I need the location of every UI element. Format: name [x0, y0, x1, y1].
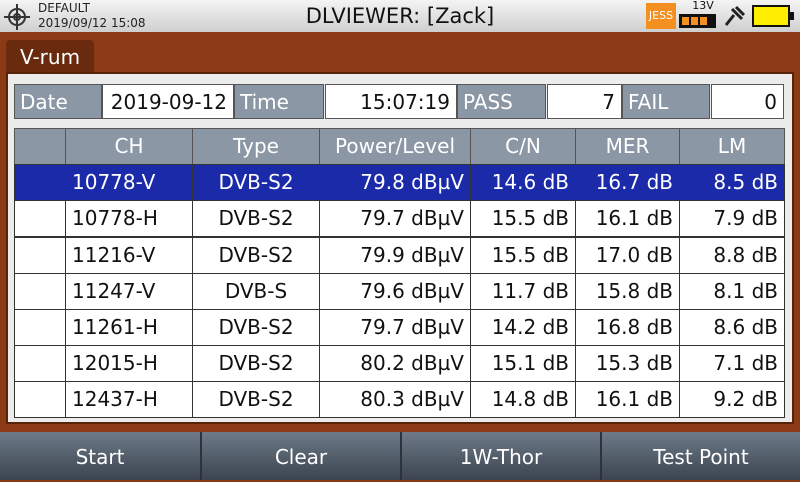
softkey[interactable]: Test Point — [600, 432, 800, 480]
row-selector[interactable] — [14, 200, 66, 238]
badge: JESS — [646, 3, 676, 29]
softkey[interactable]: Clear — [200, 432, 400, 480]
table-cell[interactable]: 15.5 dB — [470, 200, 576, 238]
voltage: 13V — [692, 0, 714, 12]
table-cell[interactable]: 16.1 dB — [575, 200, 680, 238]
row-selector[interactable] — [14, 272, 66, 310]
row-selector[interactable] — [14, 381, 66, 419]
gps-icon — [4, 4, 30, 30]
profile: DEFAULT — [38, 1, 90, 15]
column-header: MER — [575, 128, 680, 165]
header-cell — [14, 128, 66, 165]
table-cell[interactable]: 8.8 dB — [679, 236, 785, 274]
table-cell[interactable]: 10778-V — [65, 164, 193, 202]
table-cell[interactable]: 8.6 dB — [679, 309, 785, 346]
table-cell[interactable]: 79.7 dBµV — [319, 309, 471, 346]
table-cell[interactable]: 79.7 dBµV — [319, 200, 471, 238]
status-bar: DEFAULT 2019/09/12 15:08 DLVIEWER: [Zack… — [0, 0, 800, 32]
table-cell[interactable]: 12437-H — [65, 381, 193, 419]
table-cell[interactable]: 7.1 dB — [679, 345, 785, 383]
date-label: Date — [14, 84, 102, 119]
time: 15:07:19 — [325, 84, 457, 119]
column-header: LM — [679, 128, 785, 165]
table-cell[interactable]: DVB-S2 — [192, 236, 320, 274]
table-cell[interactable]: 12015-H — [65, 345, 193, 383]
table-cell[interactable]: 79.9 dBµV — [319, 236, 471, 274]
table-cell[interactable]: DVB-S2 — [192, 345, 320, 383]
fail-label: FAIL — [622, 84, 710, 119]
softkey-bar: Start Clear 1W-Thor Test Point — [0, 432, 800, 480]
table-cell[interactable]: 11247-V — [65, 272, 193, 310]
battery-icon — [752, 5, 794, 27]
datetime: 2019/09/12 15:08 — [38, 16, 146, 30]
table-cell[interactable]: 8.1 dB — [679, 272, 785, 310]
column-header: CH — [65, 128, 193, 165]
satellite-icon — [724, 5, 746, 26]
date: 2019-09-12 — [102, 84, 234, 119]
table-cell[interactable]: 11261-H — [65, 309, 193, 346]
table-cell[interactable]: DVB-S2 — [192, 200, 320, 238]
tab[interactable]: V-rum — [6, 40, 94, 74]
table-cell[interactable]: DVB-S2 — [192, 164, 320, 202]
table-cell[interactable]: 14.2 dB — [470, 309, 576, 346]
fail: 0 — [711, 84, 784, 119]
table-cell[interactable]: 14.6 dB — [470, 164, 576, 202]
row-selector[interactable] — [14, 236, 66, 274]
softkey[interactable]: Start — [75, 445, 125, 469]
table-cell[interactable]: 80.2 dBµV — [319, 345, 471, 383]
app-title: DLVIEWER: [Zack] — [305, 4, 495, 28]
column-header: C/N — [470, 128, 576, 165]
softkey[interactable]: 1W-Thor — [400, 432, 600, 480]
table-cell[interactable]: 15.5 dB — [470, 236, 576, 274]
voltage-bars — [679, 14, 716, 28]
row-selector[interactable] — [14, 164, 66, 202]
table-cell[interactable]: 10778-H — [65, 200, 193, 238]
table-cell[interactable]: DVB-S2 — [192, 381, 320, 419]
table-cell[interactable]: 8.5 dB — [679, 164, 785, 202]
table-cell[interactable]: DVB-S — [192, 272, 320, 310]
column-header: Type — [192, 128, 320, 165]
row-selector[interactable] — [14, 345, 66, 383]
time-label: Time — [234, 84, 324, 119]
table-cell[interactable]: 17.0 dB — [575, 236, 680, 274]
table-cell[interactable]: 15.3 dB — [575, 345, 680, 383]
table-cell[interactable]: 15.1 dB — [470, 345, 576, 383]
table-cell[interactable]: 16.1 dB — [575, 381, 680, 419]
table-cell[interactable]: 11216-V — [65, 236, 193, 274]
table-cell[interactable]: 11.7 dB — [470, 272, 576, 310]
table-cell[interactable]: DVB-S2 — [192, 309, 320, 346]
table-cell[interactable]: 9.2 dB — [679, 381, 785, 419]
pass: 7 — [547, 84, 622, 119]
table-cell[interactable]: 79.6 dBµV — [319, 272, 471, 310]
table-cell[interactable]: 15.8 dB — [575, 272, 680, 310]
column-header: Power/Level — [319, 128, 471, 165]
table-cell[interactable]: 79.8 dBµV — [319, 164, 471, 202]
pass-label: PASS — [457, 84, 546, 119]
row-selector[interactable] — [14, 309, 66, 346]
table-cell[interactable]: 14.8 dB — [470, 381, 576, 419]
table-cell[interactable]: 16.8 dB — [575, 309, 680, 346]
table-cell[interactable]: 80.3 dBµV — [319, 381, 471, 419]
table-cell[interactable]: 7.9 dB — [679, 200, 785, 238]
table-cell[interactable]: 16.7 dB — [575, 164, 680, 202]
